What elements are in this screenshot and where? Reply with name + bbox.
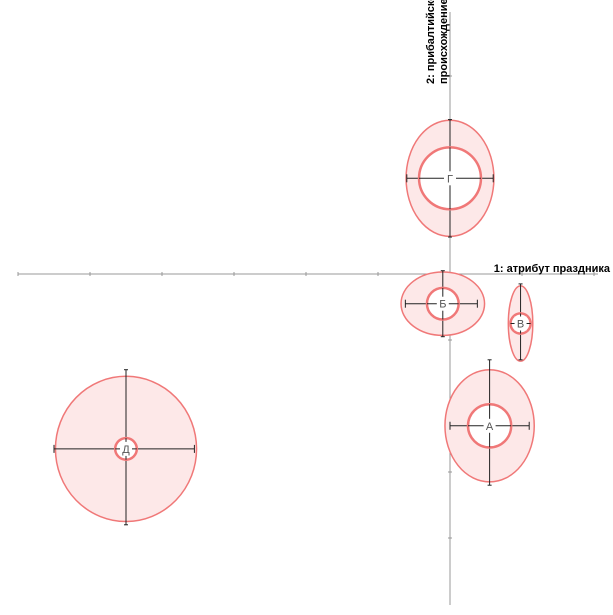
point-label-background	[120, 441, 132, 456]
data-point: Г	[405, 119, 495, 238]
data-point: Д	[53, 369, 198, 526]
data-points: А Б В Г Д	[53, 119, 535, 526]
point-label: Г	[447, 173, 453, 185]
point-label: В	[517, 319, 524, 331]
y-axis-title: 2: прибалтийское происхождение	[425, 0, 450, 84]
point-label-background	[514, 316, 527, 331]
y-axis-title-line-1: 2: прибалтийское	[425, 0, 437, 84]
x-axis-title: 1: атрибут праздника	[494, 263, 611, 275]
point-label-background	[444, 171, 456, 186]
point-label-background	[436, 296, 449, 311]
point-label: Д	[122, 444, 130, 456]
point-label-background	[483, 418, 496, 433]
data-point: Б	[400, 270, 486, 338]
y-axis-title-line-2: происхождение	[438, 0, 450, 84]
data-point: А	[444, 359, 535, 486]
point-label: А	[486, 421, 494, 433]
point-label: Б	[439, 299, 446, 311]
data-point: В	[507, 283, 534, 362]
